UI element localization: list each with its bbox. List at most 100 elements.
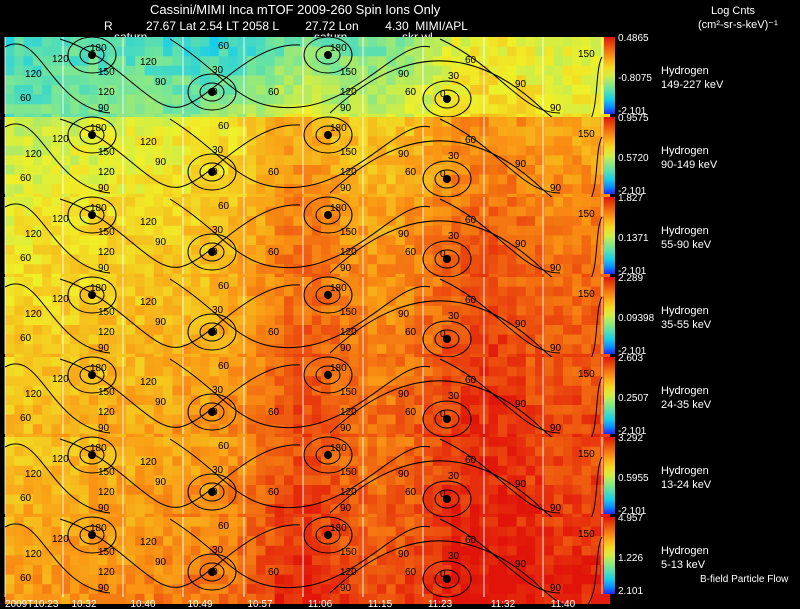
contour-line [4, 443, 111, 514]
contour-label: 120 [340, 87, 357, 98]
pole-dot [443, 335, 451, 343]
contour-label: 60 [465, 535, 477, 546]
colorbar-max-7: 4.957 [618, 513, 644, 524]
contour-label: 90 [340, 103, 352, 114]
contour-label: 90 [550, 263, 562, 274]
contour-label: 150 [340, 227, 357, 238]
pole-dot [443, 95, 451, 103]
contour-label: 90 [550, 503, 562, 514]
contour-line [329, 216, 603, 290]
contour-ring [199, 162, 225, 182]
contour-ring [315, 445, 341, 465]
contour-line [59, 278, 301, 348]
contour-line [169, 278, 431, 349]
contour-label: 60 [20, 413, 32, 424]
contour-label: 150 [98, 387, 115, 398]
contour-label: 60 [268, 487, 280, 498]
colorbar-mid-4: 0.09398 [618, 313, 655, 324]
pole-dot [324, 291, 332, 299]
contour-label: 90 [515, 559, 527, 570]
contour-label: 90 [515, 479, 527, 490]
contour-label: 180 [90, 123, 107, 134]
contour-label: 150 [578, 369, 595, 380]
contour-line [169, 438, 431, 509]
colorbar-min-7: 2.101 [618, 586, 644, 597]
contour-label: 150 [98, 147, 115, 158]
contour-label: 180 [90, 523, 107, 534]
contour-line [329, 56, 603, 130]
pole-dot [208, 408, 216, 416]
panel-energy-2: 90-149 keV [661, 159, 718, 171]
panel-energy-3: 55-90 keV [661, 239, 712, 251]
contour-line [59, 118, 301, 188]
contour-label: 120 [25, 549, 42, 560]
contour-label: 120 [98, 247, 115, 258]
colorbar-3 [604, 197, 615, 274]
pole-dot [208, 168, 216, 176]
contour-label: 120 [52, 214, 69, 225]
colorbar-min-4: -2.101 [618, 346, 647, 357]
contour-ring [187, 153, 237, 191]
contour-label: 0 [212, 567, 218, 578]
contour-ring [199, 322, 225, 342]
colorbar-mid-3: 0.1371 [618, 233, 649, 244]
contour-line [59, 358, 301, 428]
contour-label: 150 [578, 529, 595, 540]
x-tick-label: 11:40 [551, 599, 576, 609]
contour-label: 150 [98, 227, 115, 238]
contour-line [329, 456, 603, 530]
contour-ring [303, 276, 353, 314]
contour-label: 60 [465, 55, 477, 66]
contour-label: 150 [98, 467, 115, 478]
pole-dot [324, 51, 332, 59]
contour-label: 90 [515, 319, 527, 330]
contour-label: 60 [218, 361, 230, 372]
contour-label: 90 [515, 159, 527, 170]
contour-ring [434, 169, 460, 189]
contour-line [439, 358, 561, 434]
contour-label: 60 [218, 201, 230, 212]
colorbar-title: Log Cnts [711, 5, 756, 17]
contour-label: 60 [20, 333, 32, 344]
contour-label: 150 [98, 67, 115, 78]
colorbar-max-6: 3.292 [618, 433, 644, 444]
contour-label: 90 [340, 343, 352, 354]
contour-label: 30 [212, 65, 224, 76]
contour-label: 150 [98, 307, 115, 318]
contour-ring [79, 125, 105, 145]
pole-dot [324, 451, 332, 459]
contour-label: 90 [98, 103, 110, 114]
contour-label: 30 [212, 545, 224, 556]
contour-line [4, 123, 111, 194]
contour-label: 60 [405, 327, 417, 338]
contour-ring [187, 553, 237, 591]
contour-label: 90 [340, 183, 352, 194]
panel-heatmap-7 [5, 517, 611, 604]
pole-dot [88, 371, 96, 379]
pole-dot [324, 131, 332, 139]
footer-note: B-field Particle Flow [700, 574, 789, 585]
contour-line [329, 296, 603, 370]
contour-label: 60 [268, 247, 280, 258]
pole-dot [88, 131, 96, 139]
contour-label: 120 [98, 567, 115, 578]
contour-label: 30 [448, 471, 460, 482]
contour-label: 90 [515, 399, 527, 410]
contour-label: 0 [212, 87, 218, 98]
contour-label: 30 [448, 551, 460, 562]
colorbar-min-5: -2.101 [618, 426, 647, 437]
contour-label: 30 [448, 71, 460, 82]
contour-label: 90 [515, 239, 527, 250]
contour-ring [303, 116, 353, 154]
contour-ring [199, 402, 225, 422]
contour-label: 60 [405, 567, 417, 578]
contour-label: 60 [405, 487, 417, 498]
contour-ring [67, 516, 117, 554]
contour-ring [434, 489, 460, 509]
contour-label: 30 [448, 311, 460, 322]
contour-ring [303, 36, 353, 74]
colorbar-mid-7: 1.226 [618, 553, 644, 564]
x-tick-label: 10:57 [247, 599, 272, 609]
contour-label: 90 [155, 317, 167, 328]
contour-ring [315, 125, 341, 145]
